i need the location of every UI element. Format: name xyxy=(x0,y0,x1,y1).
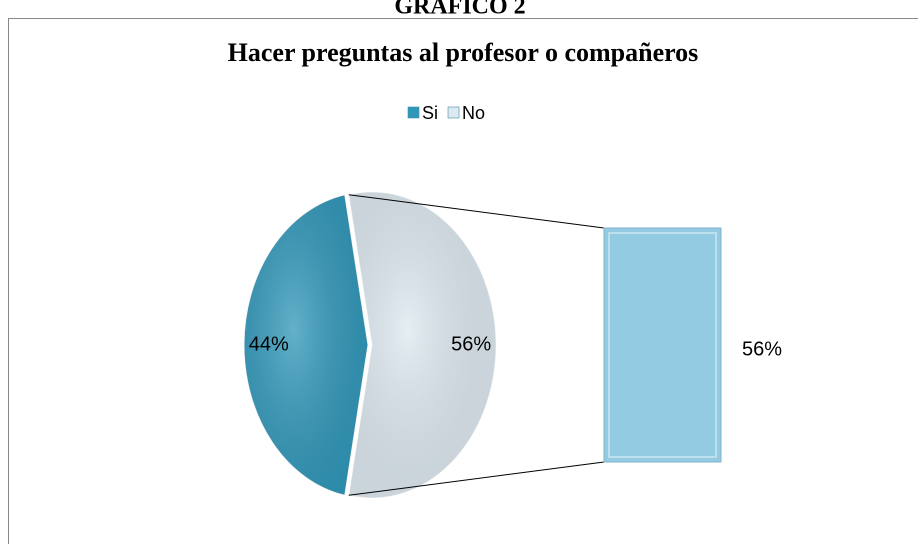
legend-label: No xyxy=(462,103,485,123)
data-label: 56% xyxy=(742,338,782,360)
legend-swatch xyxy=(408,107,419,118)
data-label: 56% xyxy=(451,333,491,355)
legend-label: Si xyxy=(422,103,438,123)
data-label: 44% xyxy=(249,333,289,355)
heading: GRAFICO 2 xyxy=(394,0,525,20)
secondary-bar xyxy=(604,228,721,462)
legend-swatch xyxy=(448,107,459,118)
chart-title: Hacer preguntas al profesor o compañeros xyxy=(228,38,699,67)
